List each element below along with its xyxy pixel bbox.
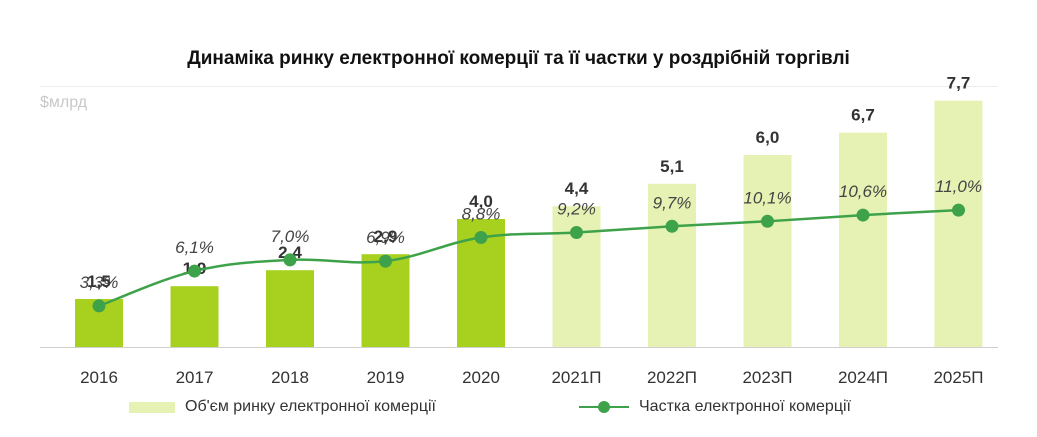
- x-tick-label: 2021П: [551, 368, 601, 387]
- legend-item-share: Частка електронної комерції: [579, 398, 851, 416]
- share-value-label: 10,1%: [743, 188, 791, 207]
- x-tick-label: 2017: [176, 368, 214, 387]
- bar-value-label: 6,0: [756, 128, 780, 147]
- x-tick-label: 2024П: [838, 368, 888, 387]
- x-tick-label: 2016: [80, 368, 118, 387]
- bar-2023п: [743, 155, 792, 347]
- bar-value-label: 4,0: [469, 192, 493, 211]
- share-point-2021п: [570, 226, 583, 240]
- share-point-2023п: [761, 214, 774, 228]
- share-value-label: 7,0%: [271, 227, 310, 246]
- share-value-label: 6,9%: [366, 228, 405, 247]
- share-point-2025п: [952, 203, 965, 217]
- share-value-label: 11,0%: [935, 177, 982, 196]
- legend-line-swatch: [579, 401, 629, 413]
- share-point-2019: [379, 254, 392, 268]
- x-tick-label: 2019: [367, 368, 405, 387]
- legend-label-share: Частка електронної комерції: [639, 398, 851, 415]
- legend-label-volume: Об'єм ринку електронної комерції: [185, 398, 436, 415]
- share-value-label: 9,7%: [653, 193, 692, 212]
- legend-item-volume: Об'єм ринку електронної комерції: [129, 398, 436, 416]
- bar-2022п: [648, 183, 696, 347]
- chart-title: Динаміка ринку електронної комерції та ї…: [187, 48, 850, 69]
- x-tick-label: 2018: [271, 368, 309, 387]
- share-point-2016: [92, 299, 106, 313]
- legend: Об'єм ринку електронної комерції Частка …: [0, 398, 1037, 422]
- title-divider: [40, 86, 998, 87]
- bar-2018: [266, 270, 314, 347]
- bar-2017: [170, 286, 219, 347]
- share-point-2017: [188, 264, 201, 278]
- x-tick-label: 2025П: [933, 368, 983, 387]
- bar-2019: [361, 254, 410, 347]
- share-point-2022п: [665, 219, 679, 233]
- y-axis-unit-label: $млрд: [40, 94, 88, 111]
- legend-bar-swatch: [129, 401, 175, 413]
- share-value-label: 10,6%: [839, 182, 887, 201]
- share-point-2018: [283, 253, 297, 267]
- bar-value-label: 5,1: [660, 157, 684, 176]
- share-value-label: 9,2%: [557, 200, 596, 219]
- share-value-label: 8,8%: [462, 204, 501, 223]
- share-line: [98, 208, 959, 308]
- bar-2025п: [934, 100, 983, 347]
- x-tick-label: 2022П: [647, 368, 697, 387]
- share-point-2024п: [856, 208, 870, 222]
- share-value-label: 6,1%: [175, 238, 214, 257]
- bar-value-label: 1,5: [87, 272, 111, 291]
- x-tick-label: 2020: [462, 368, 500, 387]
- bar-value-label: 4,4: [565, 179, 589, 198]
- bar-value-label: 7,7: [947, 74, 971, 93]
- bar-value-label: 6,7: [851, 106, 875, 125]
- bar-2024п: [839, 132, 887, 347]
- share-value-label: 3,3%: [80, 273, 119, 292]
- bar-value-label: 2,9: [374, 227, 398, 246]
- x-tick-label: 2023П: [742, 368, 792, 387]
- share-point-2020: [474, 230, 488, 244]
